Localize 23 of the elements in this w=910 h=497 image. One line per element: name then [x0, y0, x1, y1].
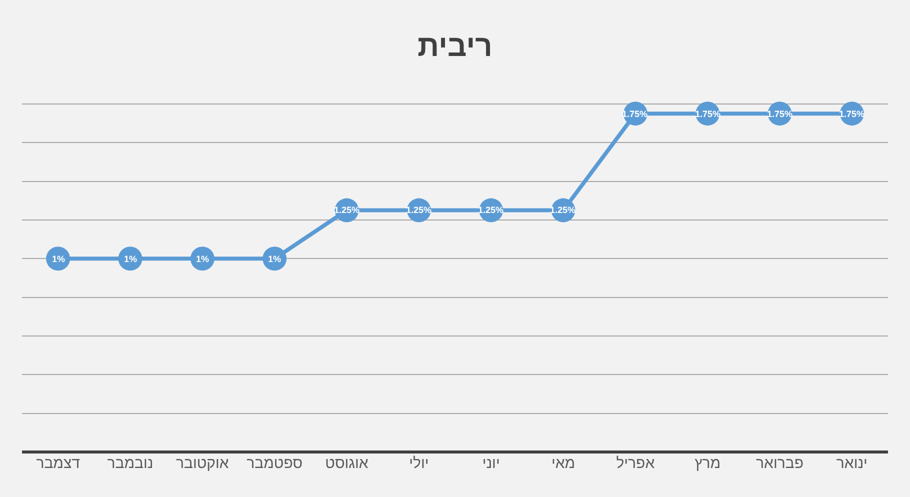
- data-label: 1.25%: [406, 205, 432, 215]
- x-tick-label: יולי: [409, 455, 429, 472]
- data-label: 1.25%: [550, 205, 576, 215]
- x-tick-label: מאי: [551, 455, 576, 472]
- data-label: 1%: [268, 254, 282, 264]
- data-label: 1%: [196, 254, 210, 264]
- data-label: 1.75%: [695, 109, 721, 119]
- chart-title: ריבית: [418, 30, 492, 63]
- data-label: 1.25%: [334, 205, 360, 215]
- data-label: 1%: [52, 254, 66, 264]
- data-label: 1.25%: [478, 205, 504, 215]
- x-tick-label: ינואר: [836, 455, 868, 472]
- x-tick-label: אוגוסט: [325, 455, 369, 472]
- data-label: 1%: [124, 254, 138, 264]
- x-tick-label: אוקטובר: [176, 455, 230, 472]
- x-tick-label: פברואר: [756, 455, 804, 472]
- x-tick-label: דצמבר: [36, 455, 80, 472]
- x-tick-label: נובמבר: [107, 455, 154, 472]
- data-label: 1.75%: [767, 109, 793, 119]
- x-tick-label: ספטמבר: [246, 455, 303, 472]
- x-tick-label: מרץ: [694, 455, 721, 472]
- x-tick-label: יוני: [482, 455, 500, 472]
- x-tick-label: אפריל: [616, 455, 656, 472]
